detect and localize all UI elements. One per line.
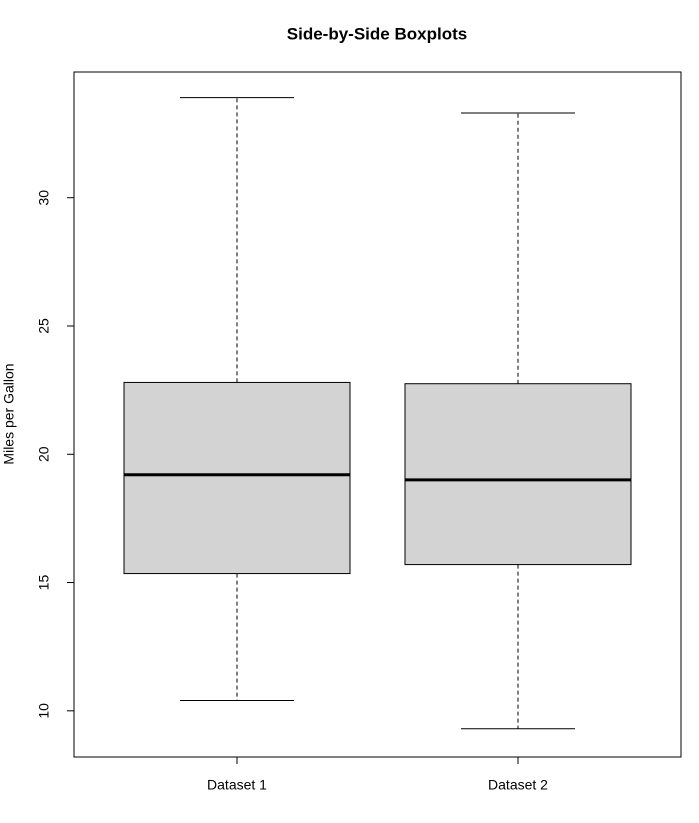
y-tick-label: 20 [36, 446, 52, 462]
y-tick-label: 25 [36, 318, 52, 334]
y-tick-label: 10 [36, 703, 52, 719]
box [404, 383, 632, 566]
x-tick-label: Dataset 2 [488, 777, 548, 793]
box [123, 381, 351, 575]
y-axis-label: Miles per Gallon [1, 363, 17, 464]
x-tick-label: Dataset 1 [207, 777, 267, 793]
y-tick-label: 30 [36, 190, 52, 206]
plot-frame [73, 71, 682, 758]
chart-title: Side-by-Side Boxplots [287, 24, 467, 43]
y-tick-label: 15 [36, 575, 52, 591]
